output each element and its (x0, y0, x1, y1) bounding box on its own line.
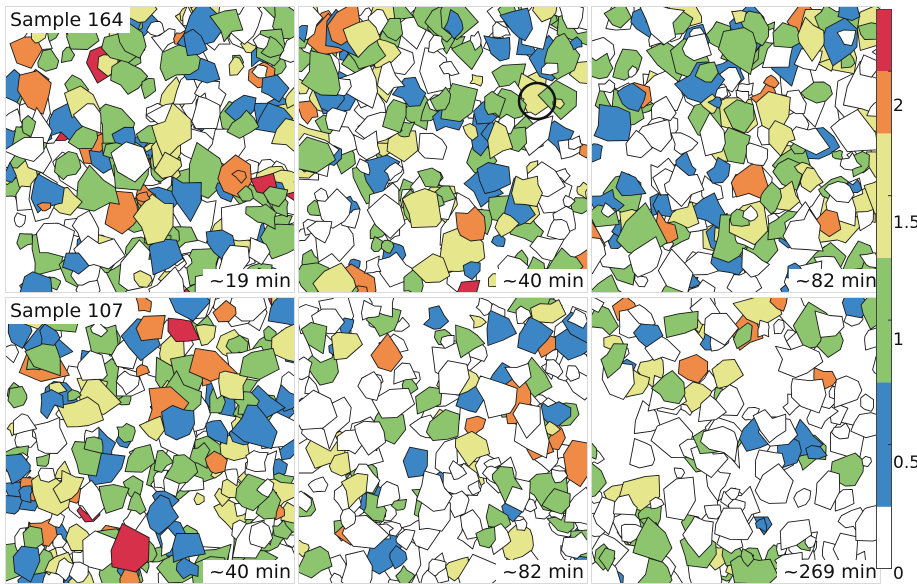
map-panel-sample107-t269: ~269 min (591, 297, 881, 584)
grain (731, 556, 779, 584)
grain-map (299, 298, 588, 584)
colorbar-band (876, 507, 892, 569)
colorbar-tick-label: 2 (893, 97, 904, 115)
grain-map (299, 7, 588, 293)
time-label: ~40 min (496, 269, 587, 292)
grain (246, 451, 268, 472)
grain-map (592, 7, 881, 293)
map-panel-sample164-t82: ~82 min (591, 6, 881, 293)
time-label: ~19 min (203, 269, 294, 292)
colorbar-tick-label: 1.5 (893, 214, 917, 232)
time-label: ~82 min (496, 560, 587, 583)
colorbar-band (876, 71, 892, 133)
sample-label: Sample 107 (6, 298, 130, 324)
grain (512, 176, 543, 206)
colorbar-band (876, 9, 892, 71)
grain (8, 386, 27, 408)
colorbar-tick-label: 0 (893, 565, 904, 583)
grain (38, 468, 55, 482)
grain-map (6, 7, 295, 293)
time-label: ~82 min (789, 269, 880, 292)
map-panel-sample164-t19: Sample 164 ~19 min (5, 6, 295, 293)
map-panel-sample107-t40: Sample 107 ~40 min (5, 297, 295, 584)
circle-marker-icon (515, 79, 559, 123)
time-label: ~269 min (777, 560, 880, 583)
colorbar (876, 9, 892, 569)
colorbar-tick-label: 0.5 (893, 454, 917, 472)
map-panel-sample164-t40: ~40 min (298, 6, 588, 293)
grain (758, 320, 769, 337)
grain (162, 405, 195, 440)
colorbar-tick-label: 1 (893, 331, 904, 349)
grain-map (592, 298, 881, 584)
grain-map (6, 298, 295, 584)
time-label: ~40 min (203, 560, 294, 583)
sample-label: Sample 164 (6, 7, 130, 33)
map-panel-sample107-t82: ~82 min (298, 297, 588, 584)
